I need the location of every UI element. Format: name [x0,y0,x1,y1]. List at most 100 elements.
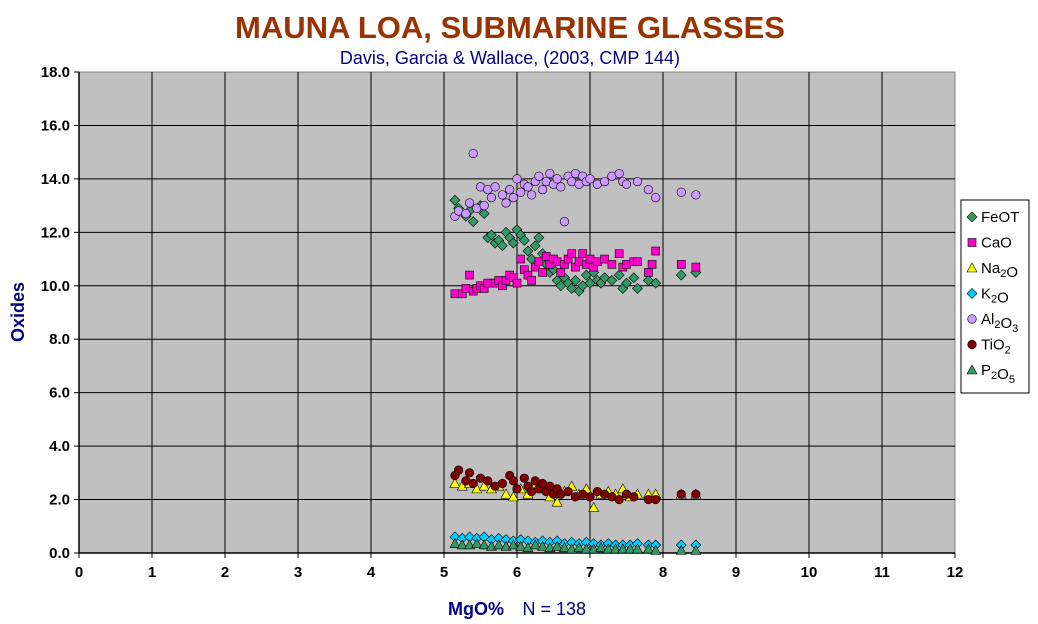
legend-marker-tio2 [967,339,977,350]
data-point-cao [651,246,661,256]
legend-marker-al2o3 [967,314,977,324]
legend-marker-na2o [966,262,978,273]
data-point-p2o5 [642,543,654,554]
data-point-feot [522,245,534,257]
data-point-p2o5 [690,544,702,555]
data-point-p2o5 [478,539,490,550]
data-point-al2o3 [676,187,686,197]
data-point-na2o [478,480,490,491]
data-point-al2o3 [468,148,478,159]
legend-label-al2o3: Al2O3 [981,311,1018,335]
legend-label-cao: CaO [981,235,1012,252]
data-point-cao [585,254,595,264]
y-axis-label: Oxides [8,282,28,342]
data-point-na2o [456,480,468,491]
data-point-al2o3 [464,198,475,208]
series-tio2 [450,465,701,505]
data-point-cao [516,254,525,264]
data-point-cao [644,268,653,277]
data-point-al2o3 [556,182,566,192]
data-point-cao [592,257,602,267]
x-tick-label: 5 [440,564,448,581]
data-point-cao [538,268,547,277]
data-point-p2o5 [551,540,563,551]
series-p2o5 [449,538,702,555]
y-tick-label: 2.0 [49,492,70,509]
data-point-p2o5 [580,543,592,554]
data-point-cao [622,260,631,269]
data-point-al2o3 [490,182,500,192]
data-point-tio2 [483,476,493,486]
data-point-al2o3 [486,192,497,203]
legend-marker-k2o [966,288,978,299]
data-point-tio2 [468,478,478,489]
chart-title: MAUNA LOA, SUBMARINE GLASSES [235,10,785,45]
data-point-na2o [471,483,483,494]
data-point-cao [691,262,701,272]
y-tick-label: 10.0 [41,278,70,295]
data-point-al2o3 [552,174,562,184]
data-point-feot [496,240,508,252]
data-point-feot [518,234,530,246]
x-tick-label: 3 [294,564,302,581]
legend-item-al2o3: Al2O3 [967,311,1018,335]
data-point-feot [529,240,541,252]
data-point-cao [512,278,522,288]
legend-marker-feot [966,211,978,223]
data-point-cao [578,249,588,259]
data-point-cao [614,249,624,259]
data-point-feot [628,272,640,284]
data-point-al2o3 [621,179,632,189]
data-point-na2o [507,491,519,502]
data-point-feot [478,208,490,220]
data-point-cao [600,254,609,264]
legend-item-k2o: K2O [966,286,1009,307]
data-point-tio2 [464,468,475,478]
data-point-al2o3 [545,168,555,179]
data-point-al2o3 [537,184,548,195]
data-point-na2o [588,501,600,512]
data-point-p2o5 [529,539,541,550]
legend-item-cao: CaO [967,235,1012,252]
data-point-feot [486,229,497,241]
data-point-p2o5 [493,539,505,550]
data-point-p2o5 [595,542,607,552]
data-point-p2o5 [507,539,519,550]
data-point-feot [675,269,687,281]
data-point-cao [461,284,471,293]
y-tick-label: 12.0 [41,224,70,241]
data-point-na2o [449,477,461,488]
data-point-feot [650,277,662,289]
data-point-p2o5 [573,542,585,552]
data-point-al2o3 [523,182,533,192]
data-point-al2o3 [614,168,624,179]
x-tick-label: 11 [874,564,890,581]
data-point-p2o5 [631,543,643,554]
data-point-al2o3 [632,176,643,187]
data-point-al2o3 [516,187,526,197]
data-point-tio2 [651,494,661,505]
data-point-al2o3 [508,192,518,203]
x-tick-label: 4 [367,564,376,581]
data-point-cao [527,276,536,285]
data-point-feot [613,269,625,281]
data-point-feot [533,232,545,244]
data-point-tio2 [497,478,508,489]
data-point-feot [632,283,643,294]
x-tick-labels: 0 1 2 3 4 5 6 7 8 9 10 11 12 [75,564,964,581]
y-tick-label: 4.0 [49,438,70,455]
legend-label-tio2: TiO2 [981,337,1011,357]
data-point-al2o3 [691,190,701,200]
data-point-feot [467,216,479,228]
data-points [449,148,702,555]
y-tick-label: 14.0 [41,171,70,188]
data-point-al2o3 [461,209,471,219]
data-point-tio2 [519,473,529,483]
x-tick-label: 9 [732,564,740,581]
data-point-al2o3 [585,174,595,184]
data-point-p2o5 [522,542,534,552]
data-point-tio2 [454,465,464,475]
data-point-al2o3 [526,190,537,200]
